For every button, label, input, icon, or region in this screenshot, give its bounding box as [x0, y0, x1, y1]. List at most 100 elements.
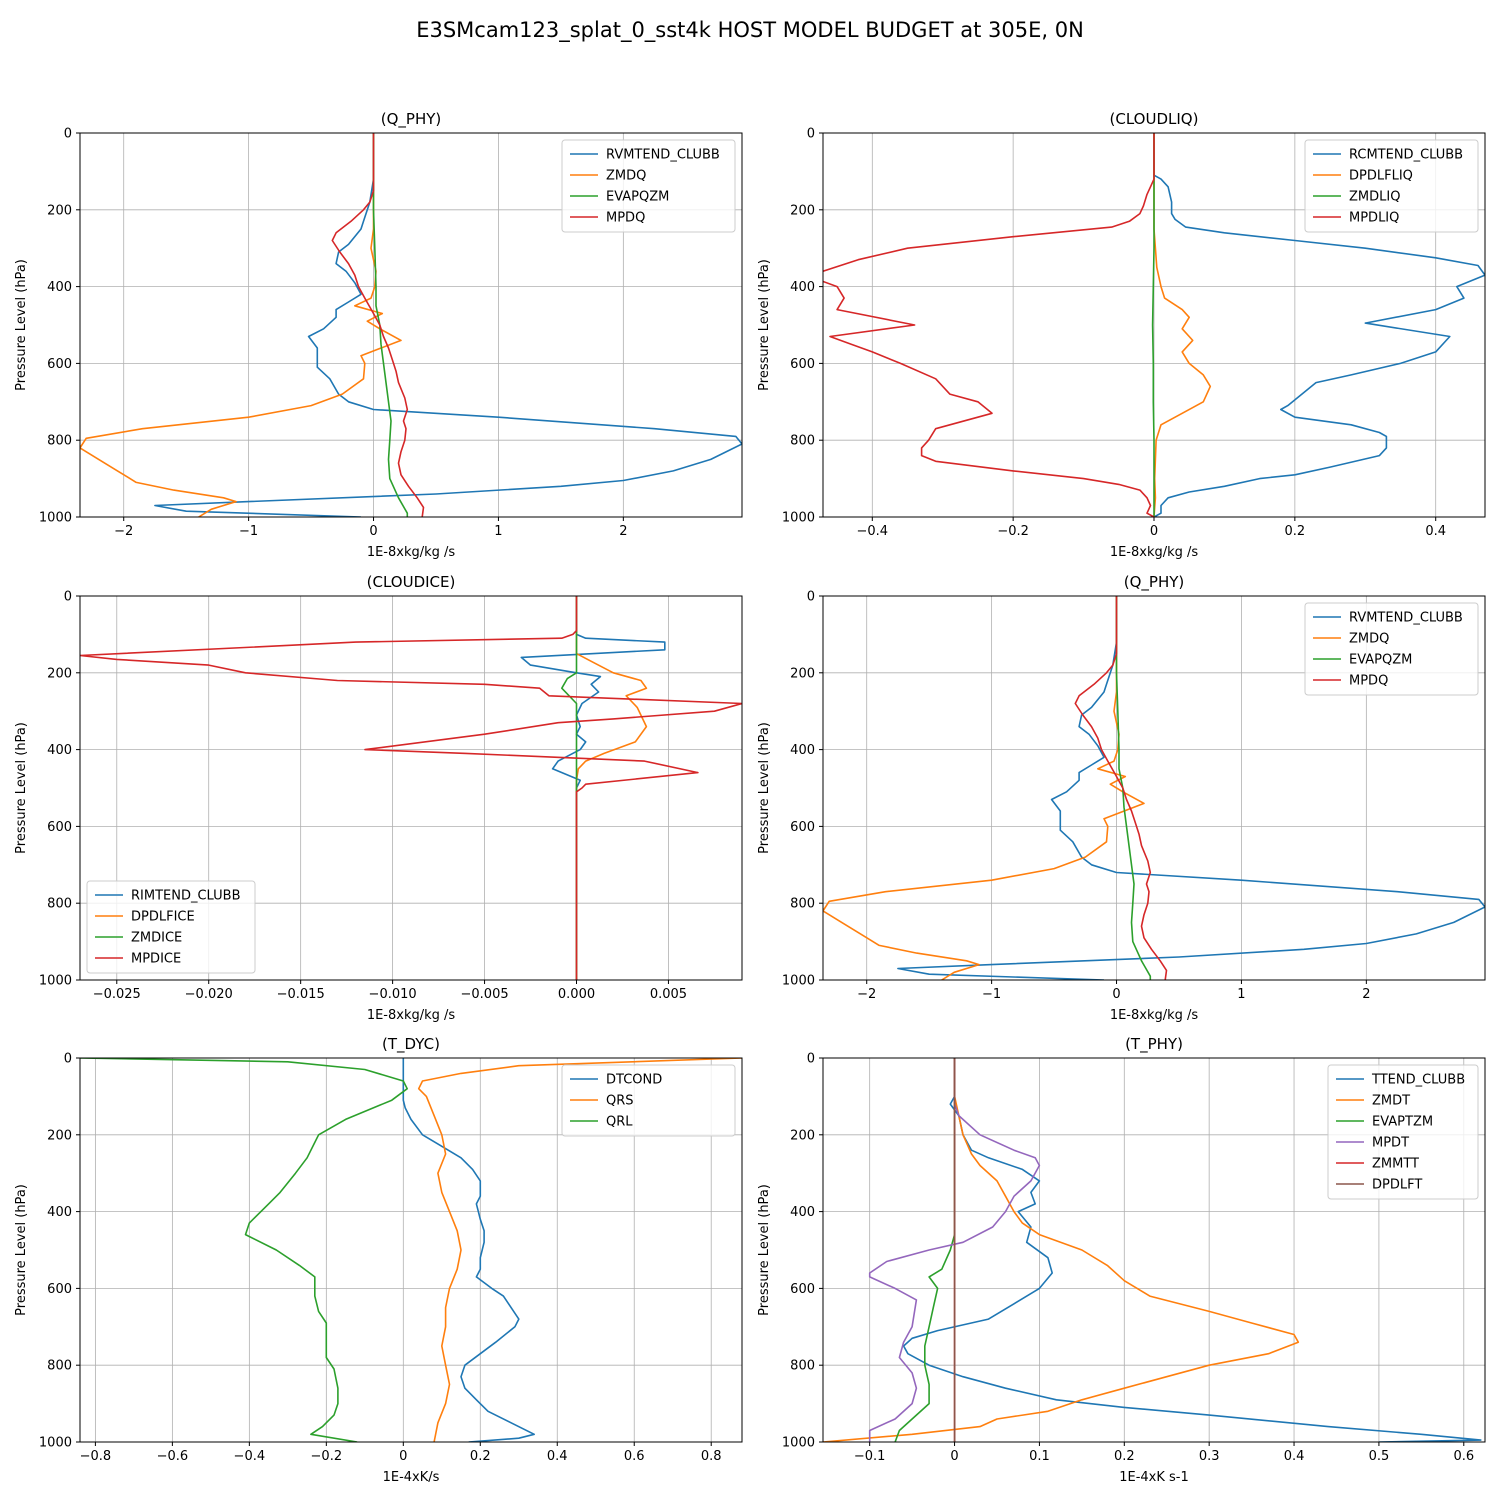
legend: RVMTEND_CLUBB ZMDQ EVAPQZM MPDQ	[561, 139, 736, 233]
series-line-evapqzm	[372, 133, 409, 517]
x-tick-label: −0.8	[80, 1449, 112, 1464]
series-line-zmdt	[823, 1058, 1300, 1442]
x-tick-label: −0.015	[277, 987, 325, 1002]
y-tick-label: 0	[64, 590, 72, 605]
x-tick-label: 0	[950, 1449, 958, 1464]
y-tick-label: 800	[47, 897, 72, 912]
chart-title: (T_DYC)	[382, 1035, 440, 1054]
y-tick-label: 800	[790, 897, 815, 912]
chart-title: (Q_PHY)	[1124, 573, 1185, 592]
x-tick-label: 0.2	[1114, 1449, 1135, 1464]
y-tick-label: 400	[47, 280, 72, 295]
x-tick-label: 2	[1362, 987, 1370, 1002]
x-tick-label: −0.010	[369, 987, 417, 1002]
y-axis-label: Pressure Level (hPa)	[14, 259, 29, 391]
series-line-rvmtend_clubb	[154, 133, 742, 517]
legend-label-evapqzm: EVAPQZM	[606, 190, 669, 205]
x-tick-label: 0	[399, 1449, 407, 1464]
legend-label-dpdlft: DPDLFT	[1372, 1178, 1422, 1193]
legend: TTEND_CLUBB ZMDT EVAPTZM MPDT ZMMTT DPDLFT	[1327, 1064, 1479, 1200]
legend-label-mpdq: MPDQ	[1349, 674, 1388, 689]
x-tick-label: 0.5	[1369, 1449, 1390, 1464]
x-tick-label: 0.2	[470, 1449, 491, 1464]
series-line-qrl	[80, 1058, 408, 1442]
y-tick-label: 200	[790, 203, 815, 218]
legend-label-rvmtend_clubb: RVMTEND_CLUBB	[1349, 611, 1463, 626]
y-tick-label: 0	[64, 1052, 72, 1067]
x-tick-label: 0.1	[1029, 1449, 1050, 1464]
legend-label-qrl: QRL	[606, 1115, 633, 1130]
series-line-mpdq	[331, 133, 425, 517]
series-group	[80, 1058, 742, 1442]
series-line-zmdq	[823, 596, 1145, 980]
series-line-mpdq	[1074, 596, 1168, 980]
legend: RIMTEND_CLUBB DPDLFICE ZMDICE MPDICE	[86, 880, 256, 974]
chart-panel-3: −0.025 −0.020 −0.015 −0.010 −0.005 0.000 0.005…	[14, 573, 743, 1023]
legend-label-evaptzm: EVAPTZM	[1372, 1115, 1433, 1130]
legend: DTCOND QRS QRL	[561, 1064, 736, 1137]
series-line-mpdliq	[823, 133, 1155, 517]
y-tick-label: 200	[47, 666, 72, 681]
chart-panel-6: −0.1 0 0.1 0.2 0.3 0.4 0.5 0.6 0 200 400 600 800 1000…	[757, 1035, 1486, 1485]
legend-label-evapqzm: EVAPQZM	[1349, 653, 1412, 668]
axes-frame	[822, 1057, 1486, 1443]
y-tick-label: 600	[47, 1282, 72, 1297]
legend-label-mpdt: MPDT	[1372, 1136, 1409, 1151]
y-tick-label: 600	[47, 820, 72, 835]
chart-panel-4: −2 −1 0 1 2 0 200 400 600 800 1000 (Q_PHY) 1E-8xkg/k…	[757, 573, 1486, 1023]
x-tick-label: −2	[114, 524, 133, 539]
x-tick-label: 0.6	[624, 1449, 645, 1464]
legend-label-zmdliq: ZMDLIQ	[1349, 190, 1400, 205]
y-tick-label: 400	[790, 280, 815, 295]
x-tick-label: 0.6	[1453, 1449, 1474, 1464]
x-tick-label: 1	[494, 524, 502, 539]
x-tick-label: −1	[239, 524, 258, 539]
series-line-ttend_clubb	[902, 1058, 1482, 1442]
series-line-rcmtend_clubb	[1153, 133, 1485, 517]
legend-label-zmdt: ZMDT	[1372, 1094, 1410, 1109]
series-line-rimtend_clubb	[520, 596, 666, 980]
x-tick-label: 0.4	[1284, 1449, 1305, 1464]
x-tick-label: −0.2	[997, 524, 1029, 539]
x-tick-label: 0.005	[650, 987, 687, 1002]
y-tick-label: 1000	[782, 511, 815, 526]
series-group	[823, 596, 1485, 980]
chart-title: (Q_PHY)	[381, 110, 442, 129]
y-tick-label: 800	[790, 434, 815, 449]
legend-box	[1327, 1064, 1479, 1200]
y-tick-label: 600	[790, 357, 815, 372]
y-tick-label: 0	[807, 590, 815, 605]
y-tick-label: 200	[47, 203, 72, 218]
chart-panel-2: −0.4 −0.2 0 0.2 0.4 0 200 400 600 800 1000 (CLOUDLI…	[757, 110, 1486, 560]
chart-panel-5: −0.8 −0.6 −0.4 −0.2 0 0.2 0.4 0.6 0.8 0 200 400 600 8…	[14, 1035, 743, 1485]
axes-frame	[79, 132, 743, 518]
legend-label-mpdice: MPDICE	[131, 952, 181, 967]
x-tick-label: −0.020	[185, 987, 233, 1002]
legend-label-qrs: QRS	[606, 1094, 634, 1109]
y-axis-label: Pressure Level (hPa)	[14, 1184, 29, 1316]
chart-title: (CLOUDLIQ)	[1110, 110, 1199, 128]
axes-frame	[79, 595, 743, 981]
y-tick-label: 0	[807, 1052, 815, 1067]
x-tick-label: −0.4	[234, 1449, 266, 1464]
series-line-qrs	[417, 1058, 742, 1442]
x-tick-label: 0.000	[558, 987, 595, 1002]
y-tick-label: 0	[807, 127, 815, 142]
legend-label-ttend_clubb: TTEND_CLUBB	[1371, 1073, 1465, 1088]
axes-frame	[79, 1057, 743, 1443]
x-axis-label: 1E-8xkg/kg /s	[367, 545, 456, 560]
legend-box	[1304, 139, 1479, 233]
y-tick-label: 1000	[782, 1436, 815, 1451]
x-axis-label: 1E-8xkg/kg /s	[1110, 545, 1199, 560]
y-tick-label: 1000	[782, 974, 815, 989]
series-line-rvmtend_clubb	[897, 596, 1485, 980]
series-line-dtcond	[402, 1058, 535, 1442]
x-tick-label: 0.4	[1425, 524, 1446, 539]
legend-label-zmdice: ZMDICE	[131, 931, 182, 946]
y-tick-label: 600	[790, 1282, 815, 1297]
x-axis-label: 1E-8xkg/kg /s	[1110, 1008, 1199, 1023]
chart-title: (T_PHY)	[1125, 1035, 1183, 1054]
x-tick-label: −0.005	[461, 987, 509, 1002]
x-tick-label: 0.2	[1285, 524, 1306, 539]
